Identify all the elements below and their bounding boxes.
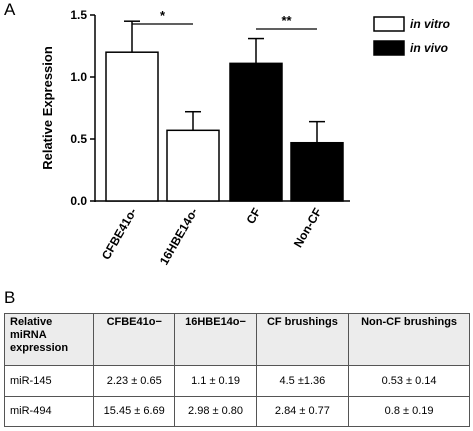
table-cell: 1.1 ± 0.19 bbox=[174, 365, 257, 397]
x-tick-label: CFBE41o- bbox=[99, 206, 140, 263]
legend-swatch bbox=[373, 16, 405, 32]
table-header-row: Relative miRNA expression CFBE41o− 16HBE… bbox=[4, 313, 470, 366]
significance-label: ** bbox=[281, 13, 292, 28]
x-tick-label: Non-CF bbox=[291, 206, 325, 251]
bar-chart: Relative Expression 0.0 0.5 1.0 1.5 CFBE41o… bbox=[40, 8, 450, 267]
table-header-cell: Non-CF brushings bbox=[348, 313, 470, 366]
legend-swatch bbox=[373, 40, 405, 56]
bar bbox=[290, 141, 344, 202]
y-axis-label: Relative Expression bbox=[40, 46, 55, 170]
table-row: miR-145 2.23 ± 0.65 1.1 ± 0.19 4.5 ±1.36… bbox=[4, 365, 470, 397]
legend-label: in vitro bbox=[410, 17, 450, 31]
table-cell: 0.8 ± 0.19 bbox=[348, 395, 470, 427]
bar bbox=[166, 129, 220, 202]
y-tick-label: 1.0 bbox=[70, 70, 87, 84]
x-tick-label: 16HBE14o- bbox=[157, 205, 201, 267]
y-tick-label: 0.0 bbox=[70, 194, 87, 208]
table-header-cell: CF brushings bbox=[255, 313, 350, 366]
bar bbox=[229, 62, 283, 202]
table-cell: 2.23 ± 0.65 bbox=[92, 365, 176, 397]
bar bbox=[105, 51, 159, 202]
table-header-cell: 16HBE14o− bbox=[174, 313, 257, 366]
panel-a-label: A bbox=[4, 0, 16, 19]
y-tick-label: 0.5 bbox=[70, 132, 87, 146]
significance-label: * bbox=[160, 8, 166, 23]
table-cell: miR-494 bbox=[4, 395, 94, 427]
table-row: miR-494 15.45 ± 6.69 2.98 ± 0.80 2.84 ± … bbox=[4, 395, 470, 427]
table-header-cell: Relative miRNA expression bbox=[4, 313, 94, 366]
y-tick-label: 1.5 bbox=[70, 8, 87, 22]
table-cell: 2.84 ± 0.77 bbox=[255, 395, 350, 427]
table-cell: 0.53 ± 0.14 bbox=[348, 365, 470, 397]
panel-b-label: B bbox=[4, 288, 16, 307]
x-tick-label: CF bbox=[243, 206, 263, 227]
legend-label: in vivo bbox=[410, 41, 448, 55]
table-cell: 15.45 ± 6.69 bbox=[92, 395, 176, 427]
expression-table: Relative miRNA expression CFBE41o− 16HBE… bbox=[4, 313, 470, 427]
table-cell: 4.5 ±1.36 bbox=[255, 365, 350, 397]
table-header-cell: CFBE41o− bbox=[92, 313, 176, 366]
table-cell: 2.98 ± 0.80 bbox=[174, 395, 257, 427]
table-cell: miR-145 bbox=[4, 365, 94, 397]
